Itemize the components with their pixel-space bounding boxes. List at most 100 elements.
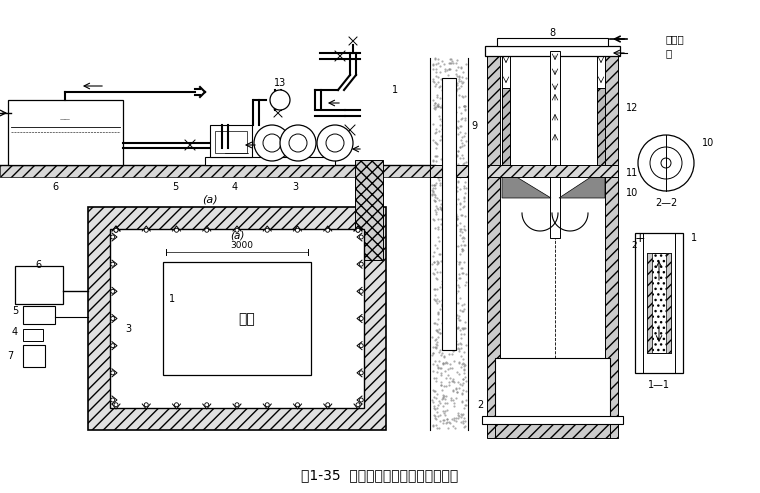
Point <box>456 72 468 80</box>
Point <box>434 173 446 181</box>
Point <box>438 292 450 300</box>
Point <box>445 253 458 261</box>
Point <box>437 391 449 399</box>
Point <box>448 129 460 137</box>
Point <box>449 205 461 212</box>
Circle shape <box>326 134 344 152</box>
Point <box>454 339 466 347</box>
Point <box>447 127 459 135</box>
Point <box>437 159 449 167</box>
Point <box>439 276 451 283</box>
Point <box>438 60 450 68</box>
Point <box>458 242 470 249</box>
Bar <box>210 125 252 157</box>
Circle shape <box>111 398 115 402</box>
Point <box>439 122 451 130</box>
Point <box>429 99 442 107</box>
Point <box>449 162 461 170</box>
Point <box>452 177 464 185</box>
Point <box>460 278 472 285</box>
Point <box>460 184 472 192</box>
Point <box>451 72 464 80</box>
Point <box>433 176 445 184</box>
Bar <box>110 229 364 408</box>
Point <box>430 344 442 352</box>
Circle shape <box>326 228 330 232</box>
Point <box>441 215 453 223</box>
Circle shape <box>296 228 299 232</box>
Point <box>455 241 467 248</box>
Bar <box>647 253 671 353</box>
Point <box>434 68 446 76</box>
Point <box>445 279 458 286</box>
Point <box>445 316 458 323</box>
Circle shape <box>289 134 307 152</box>
Circle shape <box>359 398 363 402</box>
Point <box>432 297 445 305</box>
Point <box>454 345 467 352</box>
Point <box>435 207 448 214</box>
Point <box>445 264 457 272</box>
Point <box>455 211 467 219</box>
Point <box>431 408 443 416</box>
Point <box>437 129 449 137</box>
Point <box>438 231 450 239</box>
Point <box>432 223 444 231</box>
Point <box>450 164 462 172</box>
Point <box>438 302 450 310</box>
Point <box>459 361 471 369</box>
Point <box>442 70 454 78</box>
Point <box>430 80 442 88</box>
Text: 图1-35  喷射井点设备及平面布置简图: 图1-35 喷射井点设备及平面布置简图 <box>302 468 458 482</box>
Circle shape <box>111 262 115 266</box>
Point <box>449 59 461 67</box>
Point <box>439 395 451 403</box>
Point <box>432 316 445 323</box>
Point <box>432 244 444 252</box>
Point <box>426 181 439 189</box>
Point <box>445 247 457 255</box>
Point <box>444 104 456 111</box>
Point <box>457 269 469 277</box>
Point <box>437 402 449 410</box>
Point <box>439 140 451 147</box>
Point <box>451 409 464 417</box>
Point <box>445 218 457 226</box>
Point <box>439 359 451 367</box>
Point <box>458 202 470 210</box>
Point <box>457 308 469 316</box>
Point <box>448 118 460 126</box>
Text: 6: 6 <box>52 182 58 192</box>
Point <box>455 64 467 72</box>
Point <box>430 210 442 217</box>
Point <box>427 421 439 429</box>
Text: 10: 10 <box>626 188 638 198</box>
Point <box>445 263 457 271</box>
Point <box>443 65 455 72</box>
Point <box>435 103 447 111</box>
Point <box>434 164 446 172</box>
Point <box>435 296 448 304</box>
Point <box>434 121 446 129</box>
Point <box>453 347 465 355</box>
Point <box>433 348 445 355</box>
Point <box>460 401 472 409</box>
Circle shape <box>638 135 694 191</box>
Point <box>440 93 452 101</box>
Point <box>458 93 470 101</box>
Point <box>435 205 447 213</box>
Point <box>451 378 464 386</box>
Point <box>445 74 458 82</box>
Point <box>454 173 466 180</box>
Point <box>439 271 451 279</box>
Point <box>441 123 453 131</box>
Text: 高压水: 高压水 <box>665 34 684 44</box>
Point <box>455 109 467 117</box>
Point <box>447 126 459 134</box>
Point <box>455 225 467 233</box>
Point <box>442 266 454 274</box>
Bar <box>23 306 55 324</box>
Point <box>454 228 466 236</box>
Point <box>455 410 467 418</box>
Bar <box>23 345 45 367</box>
